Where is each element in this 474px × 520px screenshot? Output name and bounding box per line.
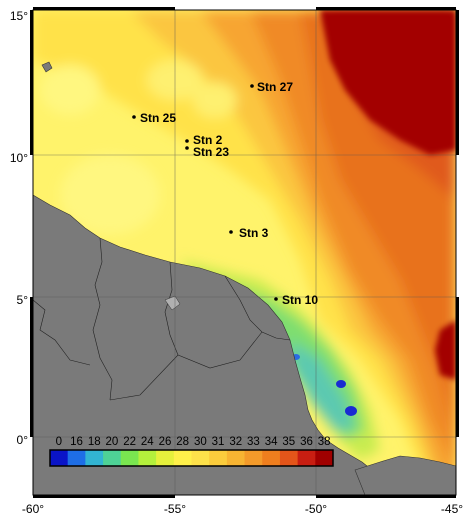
high-salinity-region bbox=[320, 10, 456, 155]
land-south-america bbox=[33, 194, 386, 495]
station-marker-stn-3 bbox=[229, 230, 233, 234]
colorbar: 0 16 18 20 22 24 26 28 30 31 32 33 34 35 36 38 bbox=[49, 436, 334, 467]
colorbar-tick-label: 38 bbox=[318, 436, 331, 448]
colorbar-tick-label: 36 bbox=[300, 436, 313, 448]
colorbar-tick-label: 18 bbox=[88, 436, 101, 448]
stations: Stn 27 Stn 25 Stn 2 Stn 23 Stn 3 Stn 10 bbox=[132, 80, 318, 307]
colorbar-cell bbox=[191, 450, 210, 466]
colorbar-cell bbox=[85, 450, 104, 466]
station-label-stn-23: Stn 23 bbox=[193, 145, 229, 159]
colorbar-cell bbox=[244, 450, 263, 466]
frame-ticks bbox=[30, 7, 459, 498]
x-axis-label-60: -60° bbox=[22, 502, 44, 516]
colorbar-tick-label: 33 bbox=[247, 436, 260, 448]
colorbar-cell bbox=[279, 450, 299, 466]
colorbar-cell bbox=[262, 450, 281, 466]
x-axis-label-55: -55° bbox=[164, 502, 186, 516]
map-frame bbox=[32, 9, 457, 496]
low-salinity-spot bbox=[345, 406, 357, 416]
station-label-stn-27: Stn 27 bbox=[257, 80, 293, 94]
station-label-stn-25: Stn 25 bbox=[140, 111, 176, 125]
station-label-stn-3: Stn 3 bbox=[239, 226, 269, 240]
colorbar-cell bbox=[156, 450, 175, 466]
station-marker-stn-25 bbox=[132, 115, 136, 119]
colorbar-tick-label: 26 bbox=[159, 436, 172, 448]
colorbar-tick-label: 35 bbox=[282, 436, 295, 448]
y-axis-label-0: 0° bbox=[17, 433, 29, 447]
station-marker-stn-10 bbox=[274, 297, 278, 301]
colorbar-cell bbox=[50, 450, 69, 466]
colorbar-tick-label: 24 bbox=[141, 436, 154, 448]
colorbar-tick-label: 16 bbox=[70, 436, 83, 448]
station-label-stn-10: Stn 10 bbox=[282, 293, 318, 307]
colorbar-cell bbox=[226, 450, 246, 466]
y-axis-label-5: 5° bbox=[17, 293, 29, 307]
colorbar-tick-label: 34 bbox=[265, 436, 278, 448]
colorbar-cell bbox=[120, 450, 139, 466]
colorbar-cell bbox=[315, 450, 334, 466]
colorbar-cell bbox=[67, 450, 86, 466]
colorbar-cell bbox=[173, 450, 192, 466]
map-plot-area bbox=[33, 10, 456, 495]
station-label-stn-2: Stn 2 bbox=[193, 133, 223, 147]
x-axis-label-45: -45° bbox=[441, 502, 463, 516]
colorbar-tick-label: 20 bbox=[106, 436, 119, 448]
x-axis-label-50: -50° bbox=[305, 502, 327, 516]
colorbar-tick-label: 32 bbox=[229, 436, 242, 448]
colorbar-cell bbox=[209, 450, 228, 466]
land-trinidad bbox=[41, 61, 53, 73]
y-axis-label-15: 15° bbox=[10, 9, 28, 23]
colorbar-tick-label: 22 bbox=[123, 436, 136, 448]
land-marajo bbox=[354, 455, 456, 495]
colorbar-tick-label: 30 bbox=[194, 436, 207, 448]
colorbar-cells bbox=[50, 450, 334, 466]
station-marker-stn-23 bbox=[185, 146, 189, 150]
graticule bbox=[33, 10, 456, 495]
y-axis-label-10: 10° bbox=[10, 151, 28, 165]
colorbar-cell bbox=[138, 450, 157, 466]
colorbar-tick-label: 28 bbox=[176, 436, 189, 448]
colorbar-cell bbox=[297, 450, 316, 466]
country-borders bbox=[33, 237, 291, 401]
station-marker-stn-27 bbox=[250, 84, 254, 88]
lake bbox=[164, 295, 181, 311]
colorbar-tick-labels: 0 16 18 20 22 24 26 28 30 31 32 33 34 35 36 38 bbox=[56, 436, 331, 448]
station-marker-stn-2 bbox=[185, 139, 189, 143]
colorbar-frame bbox=[49, 449, 334, 467]
colorbar-cell bbox=[103, 450, 122, 466]
colorbar-tick-label: 0 bbox=[56, 436, 62, 448]
colorbar-tick-label: 31 bbox=[212, 436, 225, 448]
low-salinity-spot bbox=[336, 380, 346, 388]
